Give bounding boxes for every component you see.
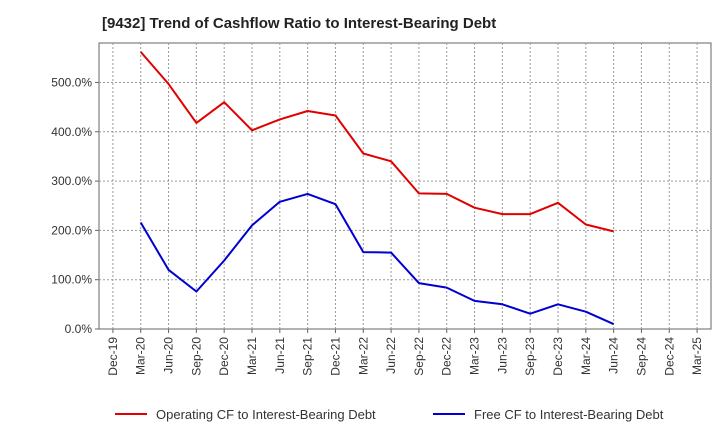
y-tick-label: 0.0% (65, 322, 93, 336)
x-tick-label: Mar-22 (356, 337, 370, 375)
grid (98, 42, 712, 330)
x-tick-label: Dec-19 (106, 337, 120, 376)
series-line-2 (139, 192, 615, 326)
x-tick-label: Dec-20 (217, 337, 231, 376)
legend: Operating CF to Interest-Bearing Debt Fre… (115, 407, 664, 422)
x-tick-label: Dec-22 (440, 337, 454, 376)
x-tick-label: Jun-20 (162, 337, 176, 374)
x-tick-label: Sep-24 (634, 337, 648, 376)
y-tick-label: 500.0% (51, 75, 92, 89)
x-tick-label: Jun-24 (607, 337, 621, 374)
x-tick-label: Sep-22 (412, 337, 426, 376)
y-tick-label: 100.0% (51, 273, 92, 287)
x-tick-label: Jun-23 (495, 337, 509, 374)
x-tick-label: Mar-21 (245, 337, 259, 375)
x-tick-label: Dec-24 (662, 337, 676, 376)
x-tick-label: Mar-24 (579, 337, 593, 375)
x-tick-label: Dec-21 (328, 337, 342, 376)
series-lines (139, 51, 615, 326)
y-tick-label: 300.0% (51, 174, 92, 188)
axes: 0.0% 100.0% 200.0% 300.0% 400.0% 500.0% Dec-19… (51, 75, 704, 375)
x-tick-label: Mar-23 (468, 337, 482, 375)
x-tick-label: Mar-20 (134, 337, 148, 375)
x-tick-label: Sep-23 (523, 337, 537, 376)
series-line-1 (139, 51, 614, 233)
chart-title: [9432] Trend of Cashflow Ratio to Intere… (102, 15, 497, 32)
x-tick-label: Sep-21 (301, 337, 315, 376)
y-tick-label: 400.0% (51, 125, 92, 139)
x-tick-label: Jun-22 (384, 337, 398, 374)
plot-frame (98, 42, 712, 330)
y-tick-label: 200.0% (51, 223, 92, 237)
x-tick-label: Dec-23 (551, 337, 565, 376)
legend-label: Operating CF to Interest-Bearing Debt (156, 407, 376, 422)
legend-label: Free CF to Interest-Bearing Debt (474, 407, 664, 422)
x-tick-label: Mar-25 (690, 337, 704, 375)
x-tick-label: Jun-21 (273, 337, 287, 374)
x-tick-label: Sep-20 (189, 337, 203, 376)
